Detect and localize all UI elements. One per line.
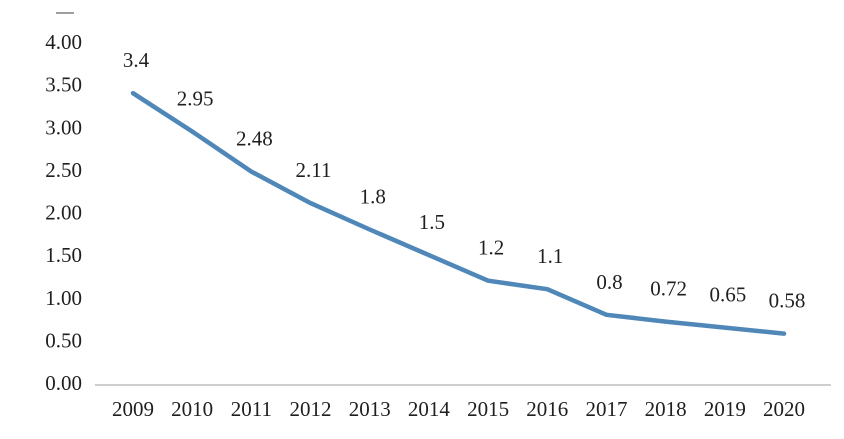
y-tick-label: 2.00 — [45, 201, 82, 225]
y-tick-label: 0.50 — [45, 328, 82, 352]
data-label: 1.5 — [419, 210, 445, 234]
x-tick-label: 2014 — [408, 397, 451, 421]
data-label: 0.65 — [709, 283, 746, 307]
y-tick-label: 1.50 — [45, 243, 82, 267]
data-label: 0.58 — [769, 289, 806, 313]
data-label: 1.1 — [537, 244, 563, 268]
y-tick-label: 3.50 — [45, 73, 82, 97]
x-tick-label: 2013 — [349, 397, 391, 421]
data-label: 1.8 — [360, 185, 386, 209]
y-tick-label: 0.00 — [45, 371, 82, 395]
x-tick-label: 2015 — [467, 397, 509, 421]
x-tick-label: 2012 — [290, 397, 332, 421]
data-label: 1.2 — [478, 236, 504, 260]
x-tick-label: 2011 — [231, 397, 272, 421]
x-tick-label: 2017 — [585, 397, 627, 421]
series-line — [130, 90, 787, 336]
x-tick-label: 2019 — [704, 397, 746, 421]
y-tick-label: 2.50 — [45, 158, 82, 182]
x-tick-label: 2016 — [526, 397, 568, 421]
y-tick-label: 3.00 — [45, 115, 82, 139]
x-tick-label: 2010 — [171, 397, 213, 421]
x-tick-label: 2009 — [112, 397, 154, 421]
data-label: 0.72 — [650, 277, 687, 301]
x-tick-label: 2020 — [763, 397, 805, 421]
y-tick-label: 1.00 — [45, 286, 82, 310]
data-label: 2.48 — [236, 127, 273, 151]
x-tick-label: 2018 — [645, 397, 687, 421]
data-label: 2.95 — [177, 87, 214, 111]
data-label: 3.4 — [123, 48, 150, 72]
y-tick-label: 4.00 — [45, 30, 82, 54]
data-label: 2.11 — [296, 158, 332, 182]
data-label: 0.8 — [596, 270, 622, 294]
